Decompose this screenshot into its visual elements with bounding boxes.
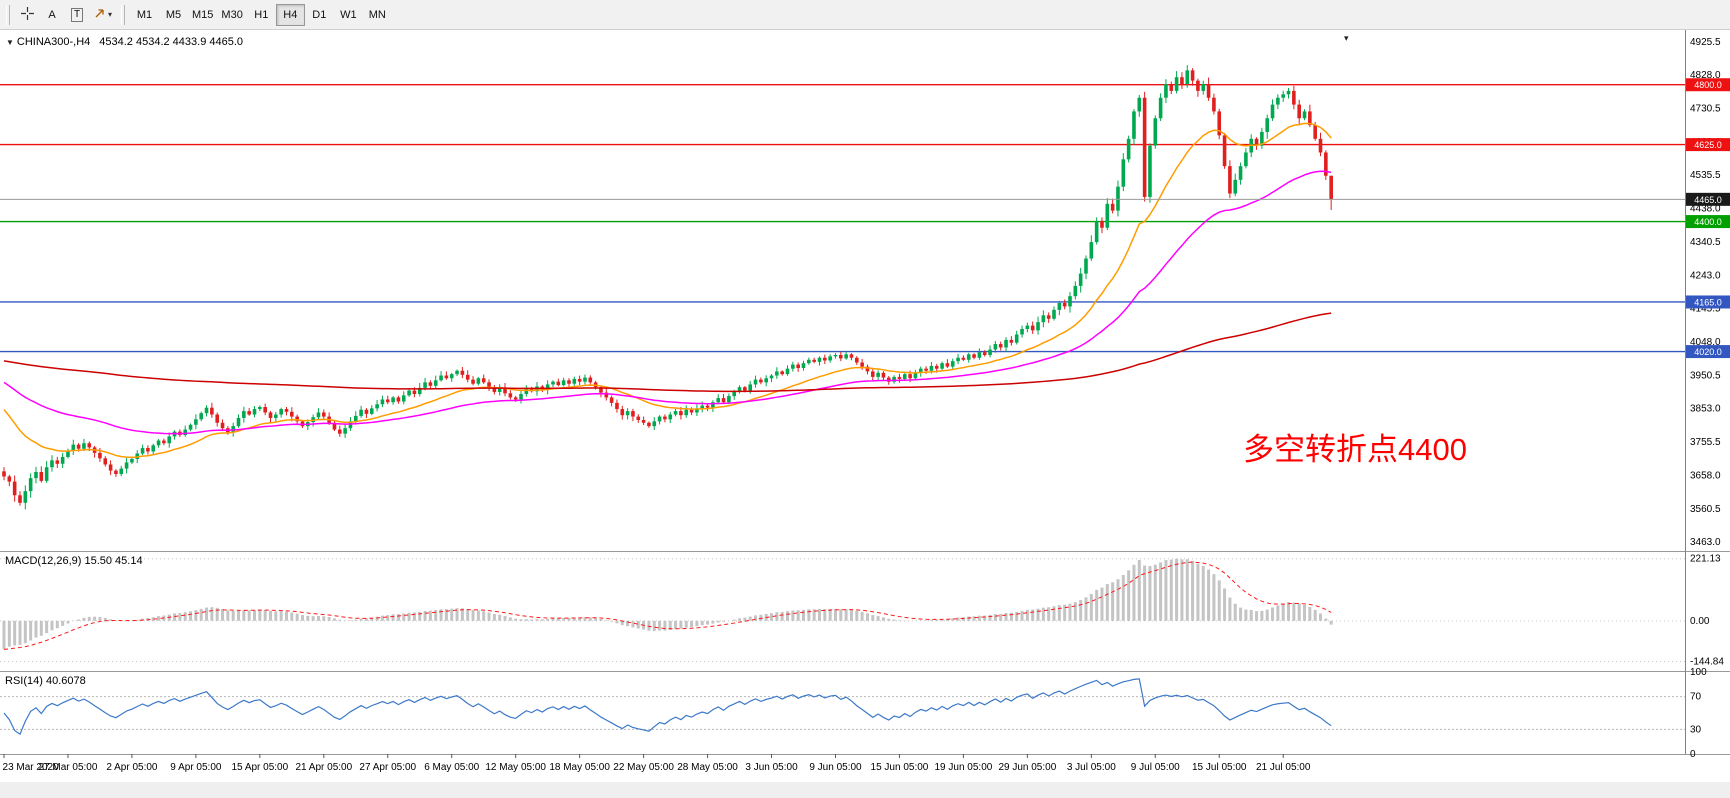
symbol-ohlc-readout: ▼ CHINA300-,H4 4534.2 4534.2 4433.9 4465.0 xyxy=(6,36,243,48)
timeframe-w1-button[interactable]: W1 xyxy=(334,4,363,26)
svg-text:0.00: 0.00 xyxy=(1690,616,1710,627)
svg-text:4048.0: 4048.0 xyxy=(1690,337,1721,348)
rsi-line xyxy=(3,678,1332,736)
timeframe-toolbar: M1 M5 M15 M30 H1 H4 D1 W1 MN xyxy=(130,3,392,26)
svg-text:-144.84: -144.84 xyxy=(1690,657,1724,668)
timeframe-h1-button[interactable]: H1 xyxy=(247,4,276,26)
svg-text:23 Mar 2020: 23 Mar 2020 xyxy=(3,762,60,773)
toolbar-grip[interactable] xyxy=(6,4,10,25)
timeframe-h4-button[interactable]: H4 xyxy=(275,3,305,26)
svg-text:4340.5: 4340.5 xyxy=(1690,237,1721,248)
svg-text:3463.0: 3463.0 xyxy=(1690,537,1721,548)
svg-text:3 Jul 05:00: 3 Jul 05:00 xyxy=(1067,762,1116,773)
macd-pane: 221.13 0.00 -144.84 xyxy=(0,554,1724,668)
svg-text:19 Jun 05:00: 19 Jun 05:00 xyxy=(934,762,992,773)
svg-text:4243.0: 4243.0 xyxy=(1690,270,1721,281)
svg-text:27 Apr 05:00: 27 Apr 05:00 xyxy=(359,762,416,773)
svg-text:4535.5: 4535.5 xyxy=(1690,170,1721,181)
ma-mid-line xyxy=(3,170,1332,435)
timeframe-m1-button[interactable]: M1 xyxy=(130,4,159,26)
timeframe-m5-button[interactable]: M5 xyxy=(159,4,188,26)
svg-text:2 Apr 05:00: 2 Apr 05:00 xyxy=(106,762,158,773)
current-price-line: 4465.0 xyxy=(0,192,1730,206)
svg-text:12 May 05:00: 12 May 05:00 xyxy=(485,762,546,773)
chart-text-annotation[interactable]: 多空转折点4400 xyxy=(1243,432,1467,467)
ma-fast-line xyxy=(3,122,1332,459)
svg-text:4828.0: 4828.0 xyxy=(1690,70,1721,81)
svg-text:4625.0: 4625.0 xyxy=(1694,140,1722,150)
text-label-tool-button[interactable]: A xyxy=(40,4,64,26)
textbox-tool-glyph: T xyxy=(70,7,84,22)
svg-text:4800.0: 4800.0 xyxy=(1694,80,1722,90)
rsi-pane: 100 70 30 0 xyxy=(0,667,1707,760)
svg-text:21 Jul 05:00: 21 Jul 05:00 xyxy=(1256,762,1311,773)
textbox-tool-button[interactable]: T xyxy=(65,4,89,26)
chart-toolbar: A T ▾ M1 M5 M15 M30 H1 H4 D1 W1 MN xyxy=(0,0,1730,30)
macd-indicator-label: MACD(12,26,9) 15.50 45.14 xyxy=(5,555,143,567)
svg-text:15 Apr 05:00: 15 Apr 05:00 xyxy=(231,762,288,773)
chart-menu-arrow-icon[interactable]: ▾ xyxy=(1344,33,1349,43)
bottom-spacer xyxy=(0,782,1730,798)
moving-averages xyxy=(3,122,1332,459)
svg-text:4165.0: 4165.0 xyxy=(1694,297,1722,307)
price-axis[interactable]: 4925.54828.04730.54633.04535.54438.04340… xyxy=(1690,37,1721,548)
ma-slow-line xyxy=(3,312,1332,393)
svg-text:4145.5: 4145.5 xyxy=(1690,304,1721,315)
svg-text:28 May 05:00: 28 May 05:00 xyxy=(677,762,738,773)
svg-text:27 Mar 05:00: 27 Mar 05:00 xyxy=(38,762,97,773)
chart-canvas[interactable]: 4925.54828.04730.54633.04535.54438.04340… xyxy=(0,30,1730,798)
chevron-down-icon: ▾ xyxy=(108,10,113,19)
svg-text:0: 0 xyxy=(1690,749,1696,760)
pane-separators xyxy=(0,30,1730,755)
svg-text:4730.5: 4730.5 xyxy=(1690,104,1721,115)
svg-text:6 May 05:00: 6 May 05:00 xyxy=(424,762,479,773)
candles-layer xyxy=(2,65,1333,510)
svg-text:100: 100 xyxy=(1690,667,1707,678)
svg-text:4465.0: 4465.0 xyxy=(1694,195,1722,205)
svg-text:15 Jun 05:00: 15 Jun 05:00 xyxy=(871,762,929,773)
timeframe-mn-button[interactable]: MN xyxy=(363,4,392,26)
svg-text:9 Jul 05:00: 9 Jul 05:00 xyxy=(1131,762,1180,773)
timeframe-m30-button[interactable]: M30 xyxy=(217,4,246,26)
svg-text:9 Apr 05:00: 9 Apr 05:00 xyxy=(170,762,222,773)
svg-text:22 May 05:00: 22 May 05:00 xyxy=(613,762,674,773)
svg-text:221.13: 221.13 xyxy=(1690,554,1721,565)
chart-background xyxy=(0,30,1730,798)
timeframe-d1-button[interactable]: D1 xyxy=(305,4,334,26)
symbol-name: CHINA300-,H4 xyxy=(16,36,91,48)
svg-text:3658.0: 3658.0 xyxy=(1690,470,1721,481)
crosshair-tool-button[interactable] xyxy=(15,4,39,26)
svg-text:9 Jun 05:00: 9 Jun 05:00 xyxy=(809,762,862,773)
arrows-tool-dropdown[interactable]: ▾ xyxy=(90,4,116,26)
svg-text:4438.0: 4438.0 xyxy=(1690,204,1721,215)
svg-text:3950.5: 3950.5 xyxy=(1690,370,1721,381)
svg-text:15 Jul 05:00: 15 Jul 05:00 xyxy=(1192,762,1247,773)
rsi-indicator-label: RSI(14) 40.6078 xyxy=(5,675,86,687)
svg-text:4020.0: 4020.0 xyxy=(1694,347,1722,357)
svg-text:3 Jun 05:00: 3 Jun 05:00 xyxy=(745,762,798,773)
svg-text:18 May 05:00: 18 May 05:00 xyxy=(549,762,610,773)
macd-signal-line xyxy=(3,561,1332,650)
symbol-collapse-arrow-icon[interactable]: ▼ xyxy=(6,38,14,47)
text-tool-glyph: A xyxy=(48,8,56,21)
svg-text:70: 70 xyxy=(1690,692,1702,703)
svg-text:4400.0: 4400.0 xyxy=(1694,217,1722,227)
horizontal-level-lines[interactable]: 4800.0 4625.0 4400.0 4165.0 4020.0 xyxy=(0,78,1730,359)
svg-text:30: 30 xyxy=(1690,724,1702,735)
ohlc-values: 4534.2 4534.2 4433.9 4465.0 xyxy=(99,36,244,48)
timeframe-m15-button[interactable]: M15 xyxy=(188,4,217,26)
svg-text:3853.0: 3853.0 xyxy=(1690,404,1721,415)
toolbar-grip[interactable] xyxy=(121,4,126,25)
crosshair-icon xyxy=(20,6,34,23)
svg-text:4925.5: 4925.5 xyxy=(1690,37,1721,48)
arrow-icon xyxy=(94,7,106,22)
svg-text:21 Apr 05:00: 21 Apr 05:00 xyxy=(295,762,352,773)
svg-text:3755.5: 3755.5 xyxy=(1690,437,1721,448)
svg-text:3560.5: 3560.5 xyxy=(1690,504,1721,515)
svg-text:29 Jun 05:00: 29 Jun 05:00 xyxy=(998,762,1056,773)
